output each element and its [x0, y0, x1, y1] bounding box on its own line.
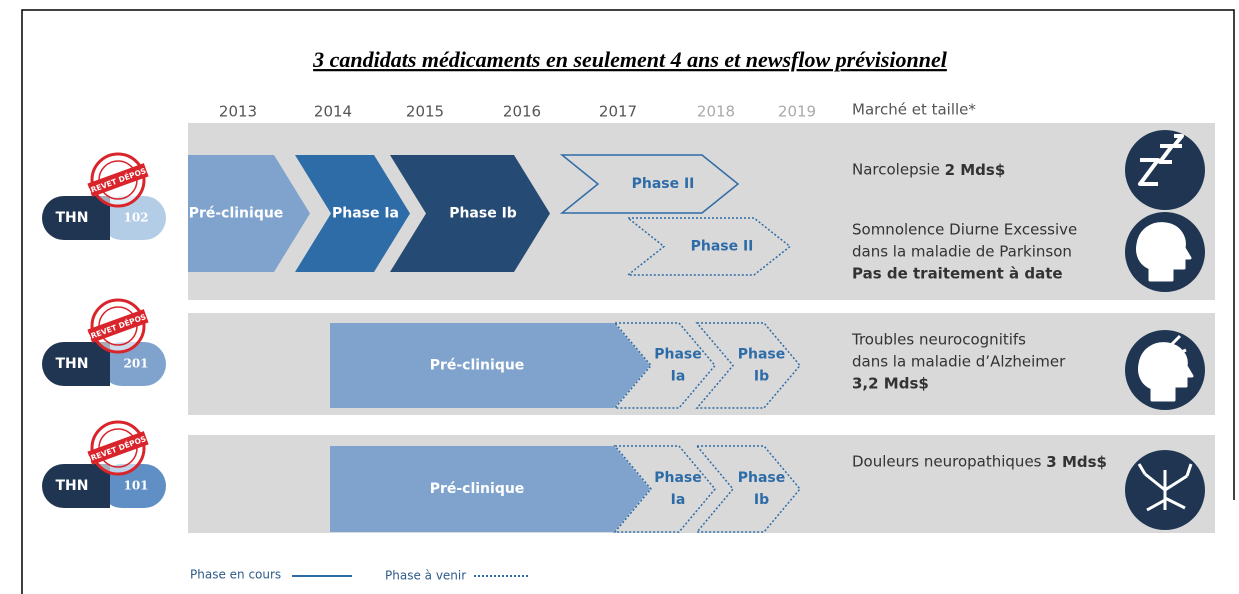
indication-size: 2 Mds$ [945, 161, 1006, 179]
stamp-band [87, 431, 149, 465]
phase-label: Phase II [691, 239, 754, 255]
year: 2018 [697, 103, 735, 121]
pill-code: THN [56, 478, 89, 494]
phase-arrow [330, 323, 650, 408]
phase-label: Phase [738, 470, 786, 486]
indication: dans la maladie de Parkinson [852, 243, 1072, 261]
year: 2017 [599, 103, 637, 121]
pill-left-edge [88, 196, 110, 240]
pill-number: 102 [123, 211, 148, 225]
stamp-band [87, 163, 149, 197]
phase-label: Ia [671, 369, 686, 385]
year: 2014 [314, 103, 352, 121]
pill-number: 101 [123, 479, 148, 493]
phase-label: Phase [654, 470, 702, 486]
icon-glyph [1137, 463, 1193, 512]
phase-label: Phase Ib [449, 206, 517, 222]
phase-arrow [559, 154, 740, 214]
pill-left-edge [88, 464, 110, 508]
phase-arrow [625, 217, 792, 276]
phase-label: Phase [738, 347, 786, 363]
stamp-band [87, 309, 149, 343]
icon-glyph [1136, 222, 1192, 282]
phase-arrow [330, 446, 650, 532]
indication-size: Pas de traitement à date [852, 265, 1063, 283]
indication: Troubles neurocognitifs [851, 331, 1026, 349]
legend-planned: Phase à venir [385, 569, 466, 583]
indication-size: 3,2 Mds$ [852, 375, 929, 393]
icon-glyph [1138, 134, 1184, 186]
indication: Narcolepsie 2 Mds$ [852, 161, 1005, 179]
phase-label: Ia [671, 492, 686, 508]
year: 2013 [219, 103, 257, 121]
market-header: Marché et taille* [852, 101, 976, 119]
phase-arrow [613, 445, 716, 533]
indication: Somnolence Diurne Excessive [852, 221, 1077, 239]
phase-label: Phase II [632, 176, 695, 192]
year: 2015 [406, 103, 444, 121]
pill-code: THN [56, 210, 89, 226]
phase-label: Phase [654, 347, 702, 363]
phase-arrow [188, 155, 310, 272]
phase-label: Ib [754, 492, 769, 508]
title: 3 candidats médicaments en seulement 4 a… [312, 47, 948, 72]
phase-label: Pré-clinique [430, 481, 525, 497]
indication: Douleurs neuropathiques 3 Mds$ [852, 453, 1107, 471]
phase-label: Pré-clinique [189, 206, 284, 222]
icon [1125, 130, 1205, 210]
indication-size: 3 Mds$ [1046, 453, 1107, 471]
phase-label: Phase Ia [332, 206, 399, 222]
pill-number: 201 [123, 357, 148, 371]
year: 2016 [503, 103, 541, 121]
frame [21, 9, 1235, 594]
phase-arrow [390, 155, 550, 272]
phase-label: Ib [754, 369, 769, 385]
phase-arrow [613, 322, 716, 409]
year: 2019 [778, 103, 816, 121]
phase-arrow [695, 322, 801, 409]
pill-left-edge [88, 342, 110, 386]
phase-label: Pré-clinique [430, 358, 525, 374]
icon-glyph [1138, 334, 1194, 402]
pill-code: THN [56, 356, 89, 372]
indication: dans la maladie d’Alzheimer [852, 353, 1066, 371]
phase-arrow [295, 155, 410, 272]
legend-current: Phase en cours [190, 568, 281, 582]
